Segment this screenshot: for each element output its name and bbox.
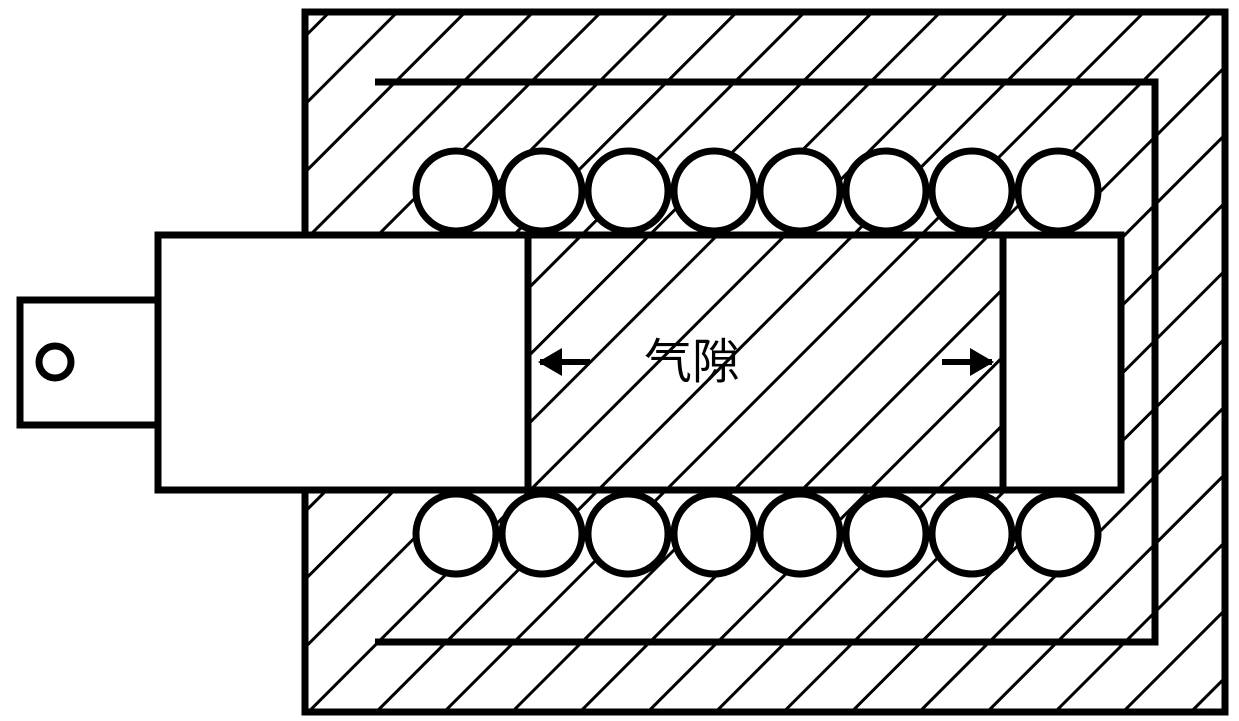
coil-top-0: [416, 151, 496, 231]
coil-top-3: [674, 151, 754, 231]
fixed-pole: [1003, 235, 1121, 490]
plunger-body: [158, 235, 528, 490]
coil-top-2: [588, 151, 668, 231]
coil-bottom-7: [1018, 494, 1098, 574]
coil-bottom-4: [760, 494, 840, 574]
coil-bottom-3: [674, 494, 754, 574]
coil-top-6: [932, 151, 1012, 231]
coil-bottom-6: [932, 494, 1012, 574]
coil-top-5: [846, 151, 926, 231]
coil-bottom-2: [588, 494, 668, 574]
plunger: [20, 235, 528, 490]
coil-top-7: [1018, 151, 1098, 231]
coil-top-4: [760, 151, 840, 231]
coil-top-1: [502, 151, 582, 231]
coil-bottom-1: [502, 494, 582, 574]
coil-bottom-0: [416, 494, 496, 574]
air-gap-label: 气隙: [644, 336, 740, 389]
coil-bottom-5: [846, 494, 926, 574]
